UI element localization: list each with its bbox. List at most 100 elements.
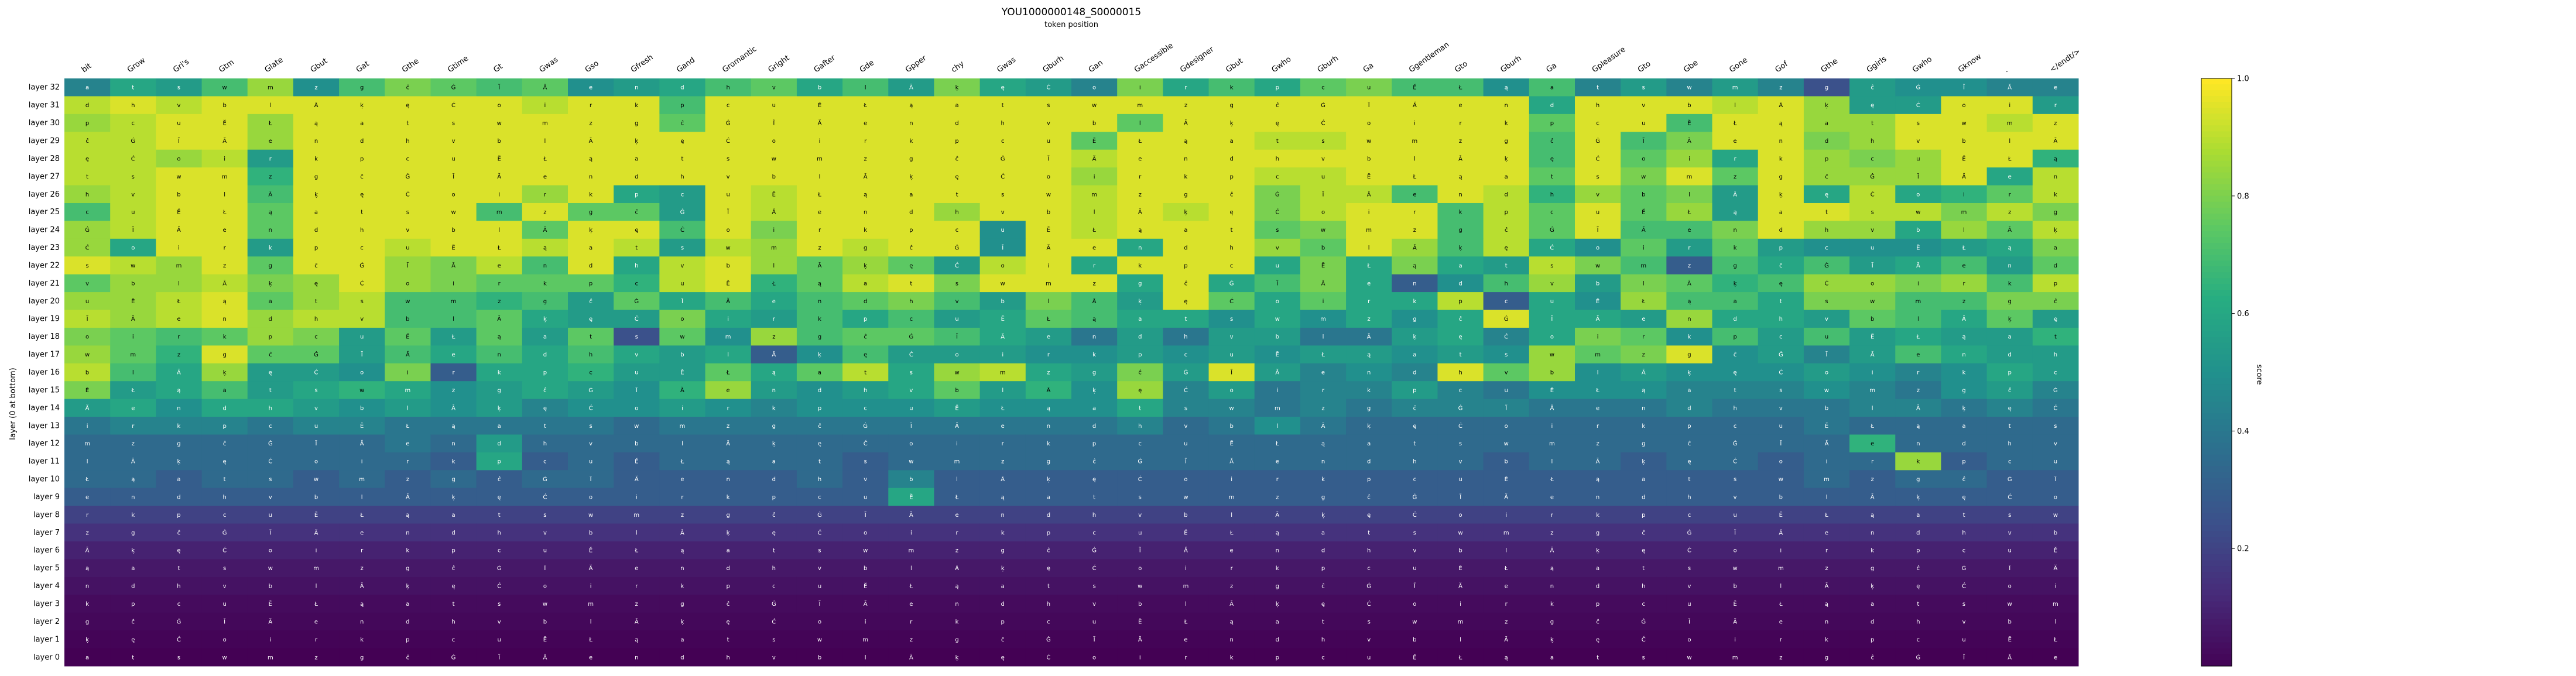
- cell-label: Ĕ: [1779, 511, 1783, 519]
- cell-label: t: [727, 637, 729, 643]
- cell-label: u: [1687, 601, 1691, 608]
- colorbar-segment: [2201, 237, 2232, 243]
- cell-label: Ĕ: [1092, 137, 1096, 145]
- heatmap-cell: [1666, 185, 1713, 204]
- heatmap-cell: [934, 238, 981, 257]
- cell-label: c: [269, 423, 272, 430]
- cell-label: g: [85, 619, 89, 625]
- heatmap-cell: [110, 238, 156, 257]
- cell-label: b: [1001, 298, 1005, 305]
- heatmap-cell: [385, 132, 431, 150]
- heatmap-cell: [201, 149, 248, 168]
- cell-label: s: [727, 156, 729, 162]
- cell-label: d: [680, 654, 684, 661]
- cell-label: h: [543, 441, 547, 447]
- cell-label: Ġ: [268, 440, 273, 447]
- cell-label: a: [1642, 476, 1645, 483]
- cell-label: i: [1872, 370, 1873, 376]
- cell-label: t: [681, 156, 683, 162]
- cell-label: o: [1047, 174, 1050, 180]
- cell-label: ĉ: [1779, 262, 1783, 269]
- cell-label: p: [1916, 548, 1920, 554]
- cell-label: ĉ: [1321, 583, 1325, 590]
- cell-label: Ł: [2008, 156, 2012, 162]
- cell-label: Ā: [1733, 190, 1737, 198]
- cell-label: Ĕ: [818, 101, 821, 109]
- cell-label: Ł: [1458, 85, 1462, 91]
- cell-label: o: [1001, 263, 1005, 269]
- cell-label: Ĩ: [1642, 137, 1645, 145]
- cell-label: e: [680, 476, 684, 483]
- cell-label: z: [635, 601, 638, 608]
- cell-label: t: [86, 174, 88, 180]
- cell-label: a: [2054, 245, 2057, 252]
- cell-label: e: [1230, 548, 1234, 554]
- cell-label: o: [360, 370, 364, 376]
- heatmap-cell: [1117, 167, 1163, 186]
- heatmap-cell: [64, 114, 111, 132]
- cell-label: Ă: [1046, 244, 1050, 252]
- y-tick-label: layer 28: [29, 155, 60, 163]
- cell-label: Ġ: [1458, 404, 1463, 411]
- heatmap-cell: [1712, 167, 1759, 186]
- cell-label: b: [1092, 121, 1096, 127]
- cell-label: Ć: [1367, 600, 1371, 608]
- cell-label: ķ: [223, 370, 227, 376]
- cell-label: o: [1596, 245, 1599, 252]
- cell-label: g: [269, 263, 272, 269]
- heatmap-cell: [522, 221, 568, 239]
- heatmap-cell: [1117, 221, 1163, 239]
- cell-label: Ĕ: [406, 333, 409, 341]
- cell-label: m: [588, 601, 594, 608]
- heatmap-cell: [1163, 203, 1210, 221]
- cell-label: a: [131, 565, 135, 572]
- heatmap-cell: [1803, 96, 1850, 115]
- cell-label: o: [1550, 334, 1554, 341]
- cell-label: ĉ: [1917, 565, 1920, 572]
- colorbar-segment: [2201, 543, 2232, 549]
- heatmap-cell: [1986, 203, 2033, 221]
- heatmap-cell: [1025, 114, 1072, 132]
- heatmap-cell: [1163, 167, 1210, 186]
- x-tick-label: Ggirls: [1865, 54, 1889, 74]
- cell-label: Ĕ: [1505, 475, 1508, 483]
- cell-label: k: [1688, 334, 1691, 341]
- cell-label: w: [176, 174, 181, 180]
- cell-label: Ă: [1367, 190, 1371, 198]
- heatmap-cell: [1483, 185, 1530, 204]
- cell-label: ą: [1413, 263, 1416, 269]
- heatmap-cell: [1941, 221, 1988, 239]
- cell-label: k: [2054, 191, 2057, 198]
- cell-label: p: [222, 423, 226, 430]
- cell-label: Ć: [1642, 636, 1646, 643]
- cell-label: b: [1642, 191, 1645, 198]
- cell-label: a: [1184, 227, 1187, 234]
- heatmap-cell: [247, 185, 294, 204]
- cell-label: Ġ: [497, 564, 502, 572]
- heatmap-cell: [1712, 185, 1759, 204]
- cell-label: i: [1185, 565, 1187, 572]
- colorbar-segment: [2201, 660, 2232, 667]
- y-tick-label: layer 6: [33, 546, 60, 555]
- cell-label: e: [1321, 370, 1325, 376]
- cell-label: p: [269, 334, 272, 341]
- heatmap-cell: [1208, 96, 1255, 115]
- heatmap-cell: [1803, 238, 1850, 257]
- cell-label: c: [177, 601, 181, 608]
- heatmap-cell: [1849, 221, 1896, 239]
- cell-label: Ĩ: [1322, 190, 1325, 198]
- heatmap-cell: [979, 149, 1026, 168]
- cell-label: s: [1734, 476, 1736, 483]
- cell-label: e: [1276, 459, 1279, 465]
- cell-label: Ł: [1504, 565, 1508, 572]
- heatmap-cell: [842, 256, 889, 275]
- cell-label: ą: [1092, 316, 1096, 322]
- cell-label: n: [1276, 548, 1279, 554]
- cell-label: b: [222, 102, 226, 109]
- cell-label: ą: [727, 459, 730, 465]
- cell-label: k: [85, 601, 89, 608]
- heatmap-cell: [247, 203, 294, 221]
- cell-label: c: [1459, 387, 1462, 394]
- cell-label: a: [589, 245, 592, 252]
- cell-label: a: [864, 280, 867, 287]
